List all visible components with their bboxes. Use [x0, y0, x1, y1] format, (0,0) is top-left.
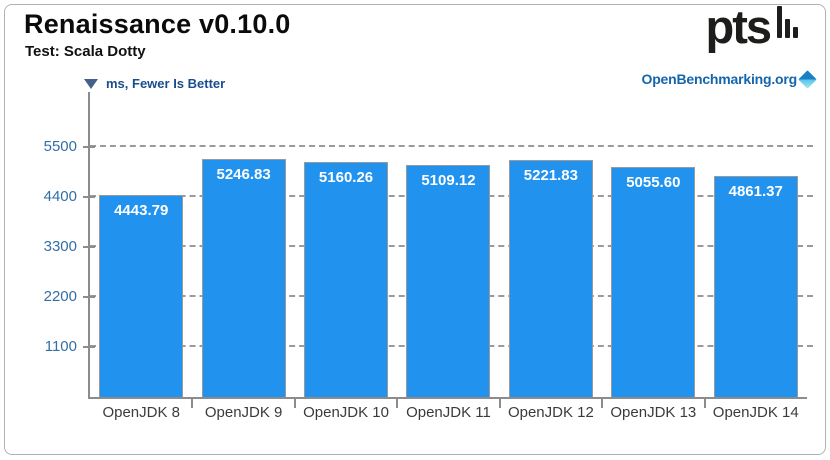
y-tick-label: 5500 — [43, 138, 77, 155]
x-tick-mark — [191, 399, 194, 408]
x-category-label: OpenJDK 14 — [712, 404, 799, 421]
gridline — [90, 145, 813, 147]
y-tick-mark — [83, 296, 95, 298]
pts-logo-text: pts — [705, 0, 772, 53]
bar-value-label: 5246.83 — [216, 166, 271, 183]
y-tick-label: 1100 — [44, 338, 77, 355]
x-category-label: OpenJDK 13 — [610, 404, 697, 421]
bar-value-label: 5160.26 — [318, 169, 374, 186]
y-tick-label: 4400 — [43, 188, 77, 205]
x-category-label: OpenJDK 12 — [507, 404, 594, 421]
bar-slot: 4861.37 — [705, 176, 807, 397]
x-category-label: OpenJDK 10 — [303, 404, 389, 421]
y-tick-label: 3300 — [43, 238, 77, 255]
y-tick-mark — [83, 196, 95, 198]
down-triangle-icon — [84, 78, 98, 89]
pts-barchart-icon — [774, 6, 798, 38]
x-tick-mark — [703, 399, 706, 408]
bar: 5109.12 — [406, 165, 491, 397]
bar: 5221.83 — [508, 160, 593, 397]
y-tick-mark — [83, 246, 95, 248]
bar-value-label: 5109.12 — [421, 172, 476, 189]
bar: 5055.60 — [611, 167, 696, 397]
bar-slot: 5160.26 — [295, 162, 397, 397]
bar-slot: 5221.83 — [500, 160, 602, 397]
bar-slot: 5109.12 — [397, 165, 499, 397]
y-tick-mark — [83, 346, 95, 348]
openbenchmarking-diamond-icon — [798, 69, 817, 89]
chart-subtitle: Test: Scala Dotty — [25, 43, 146, 60]
pts-logo: pts — [705, 0, 798, 53]
x-tick-mark — [498, 399, 501, 408]
x-tick-mark — [293, 399, 296, 408]
bar: 5160.26 — [304, 162, 389, 397]
bar-slot: 5246.83 — [192, 159, 294, 397]
chart-title: Renaissance v0.10.0 — [24, 9, 291, 39]
unit-legend: ms, Fewer Is Better — [84, 76, 225, 91]
x-axis-labels: OpenJDK 8 OpenJDK 9 OpenJDK 10 OpenJDK 11 Op… — [90, 404, 807, 421]
bar: 5246.83 — [201, 159, 286, 397]
bar-slot: 5055.60 — [602, 167, 704, 397]
x-category-label: OpenJDK 11 — [406, 404, 491, 421]
y-tick-mark — [83, 146, 95, 148]
openbenchmarking-label: OpenBenchmarking.org — [641, 71, 798, 87]
bar-value-label: 5055.60 — [626, 174, 681, 191]
x-category-label: OpenJDK 8 — [102, 404, 180, 421]
x-tick-mark — [601, 399, 604, 408]
plot-area: 1100 2200 3300 4400 5500 4443.79 5246.83 5160.… — [44, 92, 813, 421]
y-tick-label: 2200 — [43, 288, 77, 305]
bar: 4861.37 — [713, 176, 798, 397]
x-category-label: OpenJDK 9 — [204, 404, 283, 421]
x-tick-mark — [396, 399, 399, 408]
bar-value-label: 4861.37 — [728, 183, 783, 200]
bar-slot: 4443.79 — [90, 195, 192, 397]
bar-value-label: 4443.79 — [114, 202, 169, 219]
bar: 4443.79 — [99, 195, 184, 397]
bars: 4443.79 5246.83 5160.26 5109.12 5221.83 5055.… — [90, 92, 807, 397]
openbenchmarking-brand: OpenBenchmarking.org — [641, 69, 817, 89]
unit-legend-label: ms, Fewer Is Better — [106, 76, 226, 91]
bar-value-label: 5221.83 — [523, 167, 578, 184]
